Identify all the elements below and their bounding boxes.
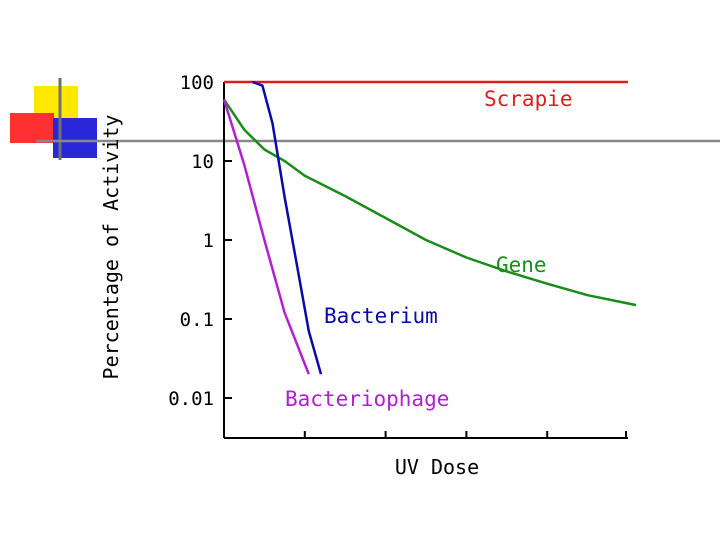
axes: 100 10 1 0.1 0.01 bbox=[168, 72, 628, 439]
series-label-bacterium: Bacterium bbox=[324, 304, 438, 328]
y-tick-label: 100 bbox=[180, 72, 214, 94]
series-label-scrapie: Scrapie bbox=[484, 87, 573, 111]
series-lines bbox=[222, 80, 637, 375]
y-tick-label: 0.01 bbox=[168, 388, 214, 410]
y-ticks: 100 10 1 0.1 0.01 bbox=[168, 72, 232, 410]
series-line-gene bbox=[222, 98, 637, 307]
y-tick-label: 1 bbox=[203, 230, 214, 252]
series-line-bacteriophage bbox=[222, 99, 310, 375]
series-label-bacteriophage: Bacteriophage bbox=[285, 387, 449, 411]
decoration-red-square bbox=[10, 113, 54, 143]
x-axis-title: UV Dose bbox=[395, 455, 479, 479]
slide-decoration bbox=[10, 78, 720, 160]
y-tick-label: 0.1 bbox=[180, 309, 214, 331]
y-tick-label: 10 bbox=[191, 151, 214, 173]
x-ticks bbox=[303, 431, 627, 438]
series-label-gene: Gene bbox=[496, 253, 547, 277]
y-axis-title: Percentage of Activity bbox=[99, 115, 123, 380]
series-line-bacterium bbox=[251, 80, 323, 375]
